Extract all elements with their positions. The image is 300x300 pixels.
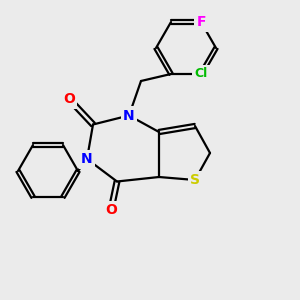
Text: N: N [123,109,135,122]
Text: O: O [63,92,75,106]
Text: N: N [81,152,93,166]
Text: Cl: Cl [194,68,208,80]
Text: S: S [190,173,200,187]
Text: O: O [105,203,117,217]
Text: F: F [196,15,206,29]
